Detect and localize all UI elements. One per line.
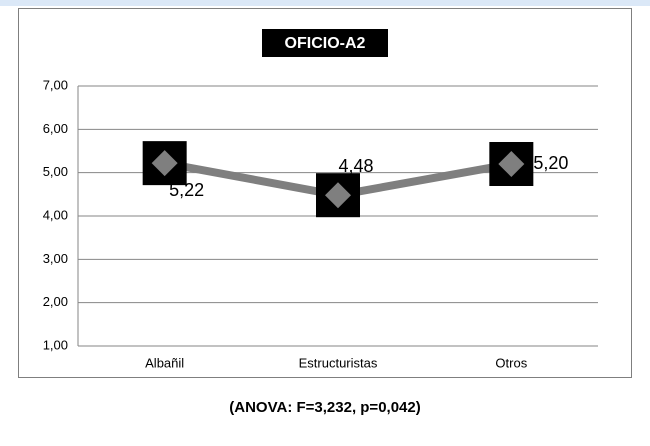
chart-title: OFICIO-A2 [285,35,366,52]
caption: (ANOVA: F=3,232, p=0,042) [229,399,420,416]
x-tick-label: Albañil [145,355,184,370]
x-tick-label: Estructuristas [299,355,378,370]
y-tick-label: 5,00 [43,164,68,179]
data-label: 5,22 [169,180,204,200]
y-tick-label: 2,00 [43,294,68,309]
marker [151,150,178,177]
y-tick-label: 7,00 [43,77,68,92]
y-tick-label: 6,00 [43,121,68,136]
data-label: 5,20 [533,153,568,173]
x-tick-label: Otros [495,355,527,370]
y-tick-label: 3,00 [43,251,68,266]
top-strip [0,0,650,6]
marker [325,182,351,209]
y-tick-label: 1,00 [43,337,68,352]
title-box [262,29,388,57]
data-label: 4,48 [338,156,373,176]
y-tick-label: 4,00 [43,207,68,222]
marker [498,151,525,177]
